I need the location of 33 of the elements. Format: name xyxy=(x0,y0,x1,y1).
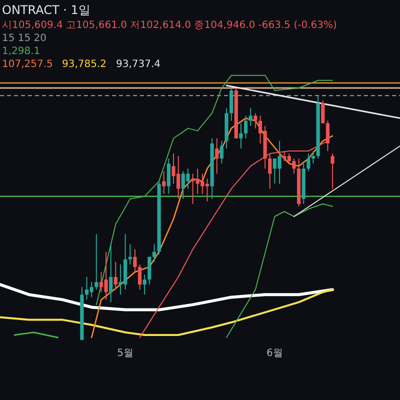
text: 93,785.2 xyxy=(62,59,107,70)
candlestick xyxy=(133,248,137,272)
candlestick xyxy=(215,138,219,174)
candlestick xyxy=(94,234,98,290)
candlestick xyxy=(152,244,156,262)
text: 시105,609.4 고105,661.0 저102,614.0 종104,946.0 -663.5 (-0.63%) xyxy=(2,20,337,31)
candlestick xyxy=(330,153,334,190)
candlestick xyxy=(142,274,146,296)
candlestick xyxy=(239,122,243,149)
candlestick xyxy=(244,115,248,139)
text: 1,298.1 xyxy=(2,46,40,57)
candlestick xyxy=(109,244,113,303)
candlestick xyxy=(162,170,166,194)
candlestick xyxy=(220,140,224,164)
candlestick xyxy=(114,261,118,290)
candlestick xyxy=(311,150,316,164)
candlestick xyxy=(138,264,142,290)
candlestick xyxy=(230,88,234,122)
candlestick xyxy=(268,153,272,190)
text: 93,737.4 xyxy=(116,59,161,70)
candlestick xyxy=(254,112,258,129)
text: 107,257.5 xyxy=(2,59,53,70)
candlestick xyxy=(166,158,170,194)
candlestick xyxy=(292,158,296,174)
text: 15 15 20 xyxy=(2,33,47,44)
candlestick xyxy=(321,100,325,124)
x-tick-label: 5월 xyxy=(117,348,134,359)
chart-title: ONTRACT · 1일 xyxy=(2,3,90,17)
candlestick xyxy=(248,108,252,126)
x-tick-label: 6월 xyxy=(266,348,283,359)
candlestick xyxy=(306,153,310,172)
candlestick xyxy=(148,256,152,286)
candlestick xyxy=(128,244,132,265)
